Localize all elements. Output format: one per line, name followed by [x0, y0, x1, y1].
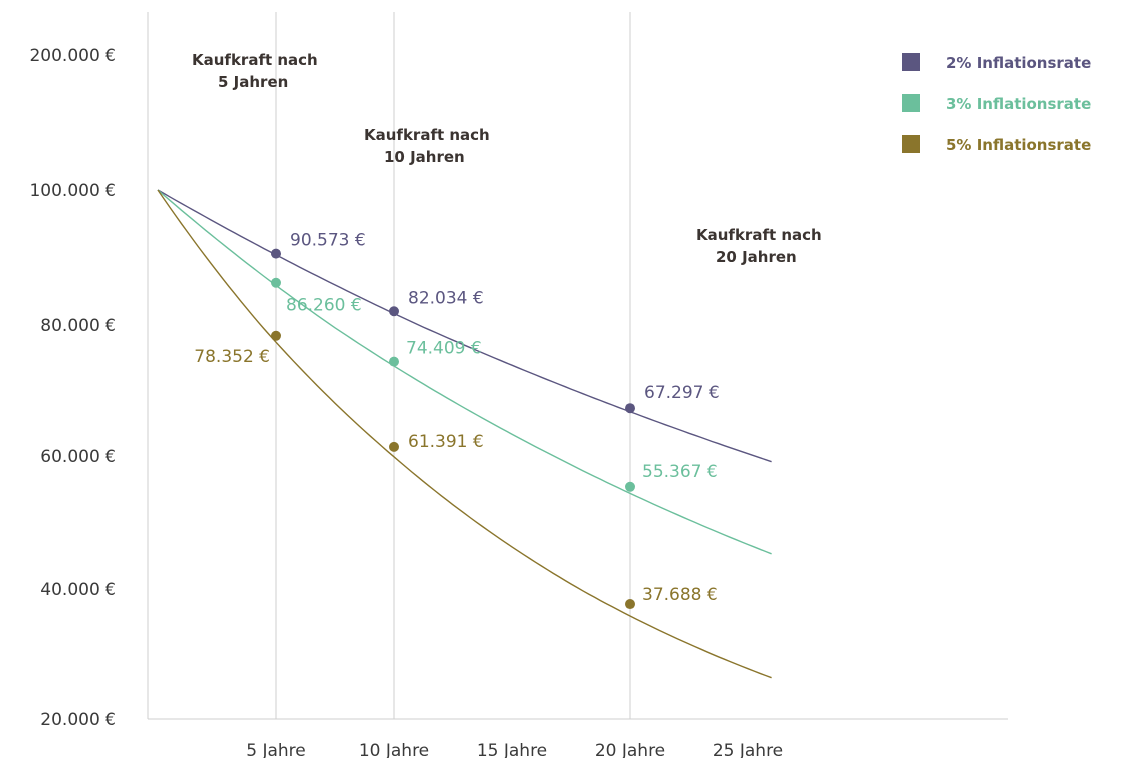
- series-line-2-percent: [157, 189, 772, 463]
- annotation-20-years-line-1: Kaufkraft nach: [696, 226, 822, 244]
- y-tick-label: 20.000 €: [40, 710, 116, 730]
- legend-swatch-3-percent: [902, 94, 920, 112]
- data-label-3-percent-5-years: 86.260 €: [286, 296, 362, 316]
- grid-layer: [275, 12, 631, 719]
- data-point-5-percent-10-years: [389, 441, 399, 452]
- data-point-2-percent-20-years: [625, 403, 635, 414]
- series-line-3-percent: [157, 189, 772, 555]
- data-point-5-percent-5-years: [271, 330, 281, 341]
- legend-label-2-percent: 2% Inflationsrate: [946, 54, 1091, 72]
- data-label-2-percent-10-years: 82.034 €: [408, 288, 484, 308]
- x-tick-label: 15 Jahre: [477, 741, 547, 758]
- legend-label-5-percent: 5% Inflationsrate: [946, 136, 1091, 154]
- data-point-3-percent-10-years: [389, 356, 399, 367]
- y-tick-label: 80.000 €: [40, 316, 116, 336]
- legend: 2% Inflationsrate 3% Inflationsrate 5% Inf…: [902, 53, 1091, 154]
- annotation-5-years-line-1: Kaufkraft nach: [192, 51, 318, 69]
- annotation-5-years-line-2: 5 Jahren: [218, 73, 288, 91]
- annotation-10-years-line-2: 10 Jahren: [384, 148, 465, 166]
- data-label-2-percent-5-years: 90.573 €: [290, 231, 366, 251]
- labels-layer: Kaufkraft nach 5 Jahren Kaufkraft nach 10 J…: [192, 51, 822, 605]
- annotation-20-years-line-2: 20 Jahren: [716, 248, 797, 266]
- annotation-10-years-line-1: Kaufkraft nach: [364, 126, 490, 144]
- legend-label-3-percent: 3% Inflationsrate: [946, 95, 1091, 113]
- data-point-3-percent-5-years: [271, 277, 281, 288]
- x-tick-label: 10 Jahre: [359, 741, 429, 758]
- legend-swatch-5-percent: [902, 135, 920, 153]
- axes-layer: 200.000 € 100.000 € 80.000 € 60.000 € 40.000…: [29, 12, 1008, 758]
- data-point-2-percent-10-years: [389, 306, 399, 317]
- y-tick-label: 100.000 €: [29, 181, 116, 201]
- x-tick-label: 20 Jahre: [595, 741, 665, 758]
- legend-swatch-2-percent: [902, 53, 920, 71]
- series-line-5-percent: [157, 189, 772, 679]
- series-layer: [157, 189, 772, 679]
- data-point-3-percent-20-years: [625, 481, 635, 492]
- data-label-5-percent-5-years: 78.352 €: [194, 347, 270, 367]
- data-label-3-percent-20-years: 55.367 €: [642, 462, 718, 482]
- y-tick-label: 60.000 €: [40, 447, 116, 467]
- data-point-5-percent-20-years: [625, 599, 635, 610]
- data-label-3-percent-10-years: 74.409 €: [406, 339, 482, 359]
- data-label-2-percent-20-years: 67.297 €: [644, 383, 720, 403]
- data-label-5-percent-20-years: 37.688 €: [642, 585, 718, 605]
- x-tick-label: 25 Jahre: [713, 741, 783, 758]
- y-tick-label: 40.000 €: [40, 580, 116, 600]
- data-point-2-percent-5-years: [271, 248, 281, 259]
- y-tick-label: 200.000 €: [29, 46, 116, 66]
- data-label-5-percent-10-years: 61.391 €: [408, 432, 484, 452]
- x-tick-label: 5 Jahre: [246, 741, 306, 758]
